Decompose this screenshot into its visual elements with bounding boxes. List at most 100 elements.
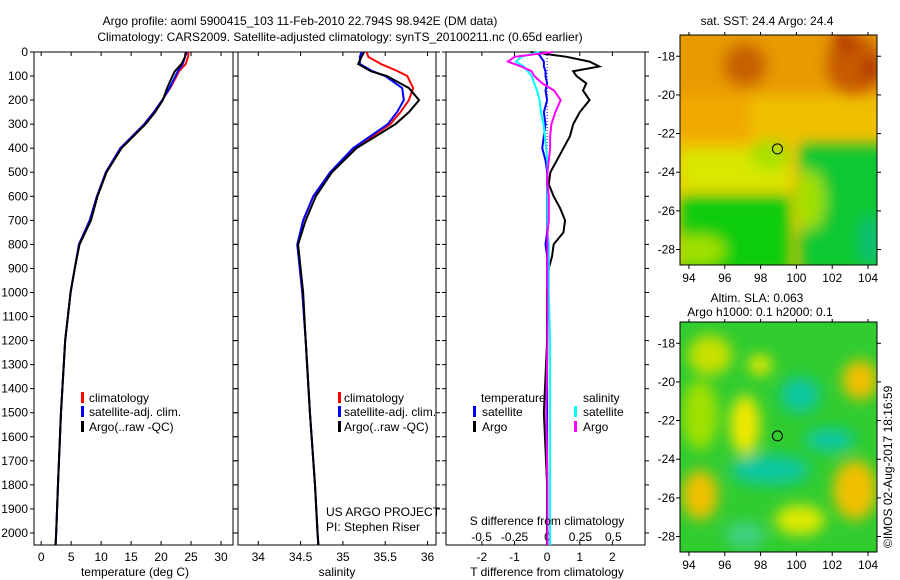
x-tick-label: 34 <box>252 550 266 564</box>
sla-map-title: Altim. SLA: 0.063 <box>711 291 804 305</box>
y-tick-label: 1000 <box>1 285 28 299</box>
lon-tick-label: 104 <box>858 558 878 572</box>
legend-swatch-climatology <box>81 392 84 403</box>
title-line-2: Climatology: CARS2009. Satellite-adjuste… <box>97 30 582 44</box>
xlabel-s-difference: S difference from climatology <box>470 514 625 528</box>
sla-map-subtitle: Argo h1000: 0.1 h2000: 0.1 <box>687 305 833 319</box>
legend-label-satellite-adj: satellite-adj. clim. <box>89 405 181 419</box>
y-tick-label: 0 <box>21 45 28 59</box>
legend-swatch-satellite-adj <box>81 406 84 417</box>
x-tick-label: 30 <box>214 550 228 564</box>
legend-swatch-s-argo <box>574 421 577 432</box>
plot-frame <box>33 51 234 546</box>
x-tick-label: 20 <box>154 550 168 564</box>
lat-tick-label: -20 <box>658 88 676 102</box>
salinity-panel: 34 34.5 35 35.5 36 <box>234 51 440 564</box>
temperature-panel: 0100200300400500600700800900100011001200… <box>1 45 237 564</box>
lat-tick-label: -24 <box>658 165 676 179</box>
difference-legend: temperature salinity satellite Argo sate… <box>473 391 624 434</box>
y-tick-label: 1800 <box>1 478 28 492</box>
legend-title-salinity: salinity <box>583 391 620 405</box>
y-tick-label: 100 <box>8 69 28 83</box>
s-tick-label: -0.25 <box>501 530 529 544</box>
map-frame <box>679 321 878 553</box>
x-tick-label: 35 <box>336 550 350 564</box>
series-line-s-argo <box>505 51 562 545</box>
s-tick-label: 0.25 <box>569 530 593 544</box>
temperature-legend: climatology satellite-adj. clim. Argo(..… <box>81 391 181 434</box>
legend-label-climatology: climatology <box>89 391 149 405</box>
legend-swatch-climatology <box>338 392 341 403</box>
y-tick-label: 1600 <box>1 430 28 444</box>
xlabel-salinity: salinity <box>319 565 356 579</box>
lon-tick-label: 96 <box>718 558 732 572</box>
y-tick-label: 200 <box>8 93 28 107</box>
y-tick-label: 1700 <box>1 454 28 468</box>
y-tick-label: 800 <box>8 237 28 251</box>
y-tick-label: 700 <box>8 213 28 227</box>
series-line-satellite-adj-clim- <box>54 51 188 546</box>
s-tick-label: 0.5 <box>605 530 622 544</box>
sst-field <box>680 35 877 265</box>
sst-map: 94 96 98 100 102 104 -18 -20 -22 -24 -26 -28 sat. S… <box>658 14 881 285</box>
lat-tick-label: -20 <box>658 375 676 389</box>
sst-map-title: sat. SST: 24.4 Argo: 24.4 <box>701 14 834 28</box>
float-position-marker <box>771 430 783 442</box>
lon-tick-label: 94 <box>682 558 696 572</box>
legend-swatch-s-satellite <box>574 406 577 417</box>
s-tick-label: -0.5 <box>471 530 492 544</box>
legend-label-satellite-adj: satellite-adj. clim. <box>344 405 436 419</box>
lat-tick-label: -18 <box>658 336 676 350</box>
sla-field <box>680 322 877 552</box>
legend-label-t-satellite: satellite <box>482 405 523 419</box>
y-tick-label: 500 <box>8 165 28 179</box>
legend-label-argo: Argo(..raw -QC) <box>89 420 174 434</box>
difference-panel: -2 -1 0 1 2-0.5 -0.25 0 0.25 0.5 <box>442 51 649 564</box>
x-tick-label: 0 <box>38 550 45 564</box>
legend-label-s-satellite: satellite <box>583 405 624 419</box>
lon-tick-label: 96 <box>718 271 732 285</box>
lat-tick-label: -22 <box>658 414 676 428</box>
lon-tick-label: 100 <box>786 271 806 285</box>
legend-swatch-t-argo <box>473 421 476 432</box>
x-tick-label: 25 <box>184 550 198 564</box>
title-line-1: Argo profile: aoml 5900415_103 11-Feb-20… <box>103 14 498 28</box>
x-tick-label: 0 <box>544 550 551 564</box>
lon-tick-label: 98 <box>754 271 768 285</box>
float-position-marker <box>771 143 783 155</box>
project-label: US ARGO PROJECT <box>326 505 441 519</box>
y-tick-label: 2000 <box>1 526 28 540</box>
lon-tick-label: 94 <box>682 271 696 285</box>
y-tick-label: 1100 <box>2 310 28 324</box>
series-line-climatology <box>297 51 415 546</box>
legend-swatch-t-satellite <box>473 406 476 417</box>
x-tick-label: -2 <box>477 550 488 564</box>
lon-tick-label: 102 <box>822 558 842 572</box>
lon-tick-label: 98 <box>754 558 768 572</box>
sla-map: 94 96 98 100 102 104 -18 -20 -22 -24 -26 -28 Altim.… <box>658 291 881 572</box>
series-line-climatology <box>54 51 190 546</box>
y-tick-label: 1300 <box>1 358 28 372</box>
x-tick-label: 1 <box>576 550 583 564</box>
imos-timestamp: ©IMOS 02-Aug-2017 18:16:59 <box>881 385 895 548</box>
legend-label-s-argo: Argo <box>583 420 609 434</box>
x-tick-label: 15 <box>124 550 138 564</box>
y-tick-label: 1900 <box>1 502 28 516</box>
x-tick-label: 34.5 <box>289 550 313 564</box>
lat-tick-label: -22 <box>658 127 676 141</box>
lat-tick-label: -24 <box>658 452 676 466</box>
series-line-argo-raw-qc- <box>54 51 187 546</box>
y-tick-label: 1200 <box>1 334 28 348</box>
pi-label: PI: Stephen Riser <box>326 520 420 534</box>
plot-frame <box>237 51 437 546</box>
lat-tick-label: -28 <box>658 243 676 257</box>
lat-tick-label: -18 <box>658 49 676 63</box>
legend-label-climatology: climatology <box>344 391 404 405</box>
lat-tick-label: -26 <box>658 491 676 505</box>
lat-tick-label: -28 <box>658 530 676 544</box>
y-tick-label: 1500 <box>1 406 28 420</box>
lon-tick-label: 104 <box>858 271 878 285</box>
x-tick-label: 2 <box>609 550 616 564</box>
xlabel-temperature: temperature (deg C) <box>81 565 189 579</box>
